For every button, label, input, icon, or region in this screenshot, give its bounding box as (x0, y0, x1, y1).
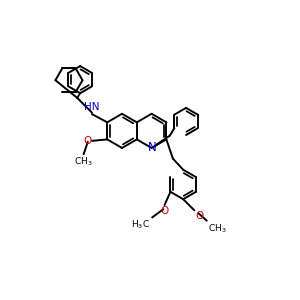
Text: N: N (148, 141, 157, 154)
Text: CH$_3$: CH$_3$ (74, 156, 93, 168)
Text: O: O (195, 211, 203, 221)
Text: CH$_3$: CH$_3$ (208, 222, 227, 235)
Text: HN: HN (84, 102, 99, 112)
Text: O: O (83, 136, 91, 146)
Text: H$_3$C: H$_3$C (131, 219, 150, 231)
Text: O: O (160, 206, 169, 216)
